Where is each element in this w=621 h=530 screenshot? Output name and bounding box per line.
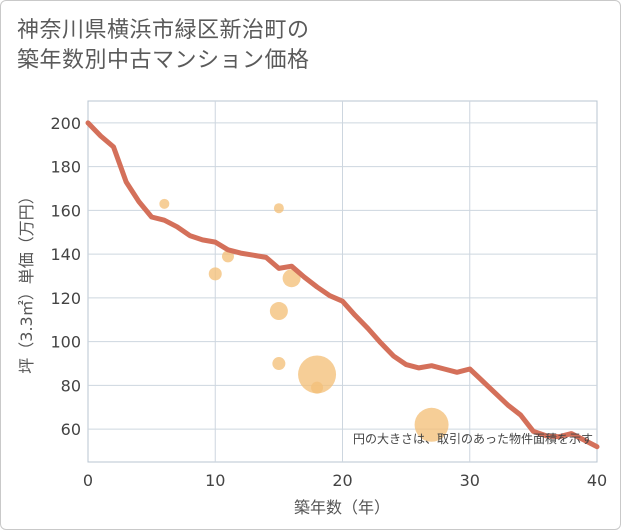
trend-line	[85, 120, 600, 450]
y-axis-label: 坪（3.3㎡）単価（万円）	[17, 188, 36, 373]
scatter-point	[208, 267, 222, 281]
y-tick-label: 200	[50, 114, 81, 133]
axis-ticks: 60 80 100 120 140 160 180 200 0 10 20 30 40	[50, 114, 607, 490]
scatter-point	[221, 250, 234, 263]
x-axis-label: 築年数（年）	[294, 498, 390, 517]
y-tick-label: 120	[50, 289, 81, 308]
chart-title-line-1: 神奈川県横浜市緑区新治町の	[17, 18, 310, 43]
x-tick-label: 30	[460, 471, 480, 490]
scatter-point	[282, 269, 301, 288]
y-tick-label: 140	[50, 245, 81, 264]
scatter-series	[159, 198, 449, 442]
scatter-point	[414, 407, 449, 442]
size-note: 円の大きさは、取引のあった物件面積を示す	[353, 431, 593, 446]
scatter-point	[298, 355, 337, 394]
chart-title-line-2: 築年数別中古マンション価格	[17, 48, 310, 73]
x-tick-label: 40	[587, 471, 607, 490]
y-tick-label: 180	[50, 158, 81, 177]
scatter-point	[269, 302, 288, 321]
scatter-point	[159, 198, 170, 209]
trend-line-series	[85, 120, 600, 450]
scatter-point	[272, 357, 286, 371]
y-tick-label: 80	[61, 376, 81, 395]
y-tick-label: 100	[50, 333, 81, 352]
y-tick-label: 60	[61, 420, 81, 439]
scatter-point	[311, 381, 324, 394]
x-tick-label: 10	[205, 471, 225, 490]
y-tick-label: 160	[50, 201, 81, 220]
chart-title: 神奈川県横浜市緑区新治町の 築年数別中古マンション価格	[17, 16, 310, 76]
scatter-point	[273, 203, 284, 214]
x-tick-label: 0	[83, 471, 93, 490]
grid	[88, 101, 597, 462]
x-tick-label: 20	[332, 471, 352, 490]
